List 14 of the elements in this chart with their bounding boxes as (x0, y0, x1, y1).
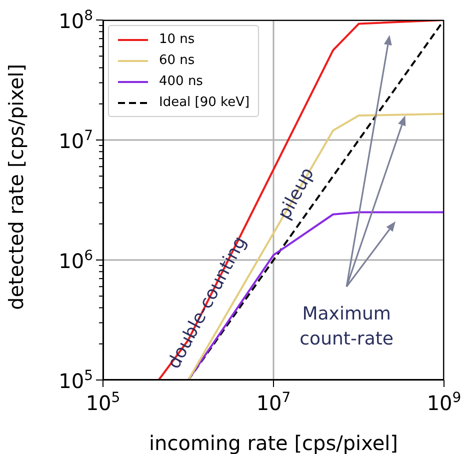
legend-label: 400 ns (159, 74, 203, 89)
y-tick-label: 10$^{7}$ (58, 128, 93, 153)
y-tick-label: 10$^{5}$ (58, 368, 93, 393)
y-tick-label: 10$^{6}$ (58, 248, 94, 273)
x-tick-label: 10$^{9}$ (426, 390, 462, 415)
y-axis-title: detected rate [cps/pixel] (4, 64, 28, 310)
x-tick-label: 10$^{7}$ (256, 390, 291, 415)
x-tick-label: 10$^{5}$ (86, 390, 120, 415)
legend-label: Ideal [90 keV] (159, 95, 250, 110)
legend-label: 60 ns (159, 53, 195, 68)
x-axis-title: incoming rate [cps/pixel] (148, 431, 398, 454)
legend-label: 10 ns (159, 32, 195, 47)
y-tick-label: 10$^{8}$ (58, 8, 93, 33)
annotation: Maximum count-rate (300, 304, 394, 350)
